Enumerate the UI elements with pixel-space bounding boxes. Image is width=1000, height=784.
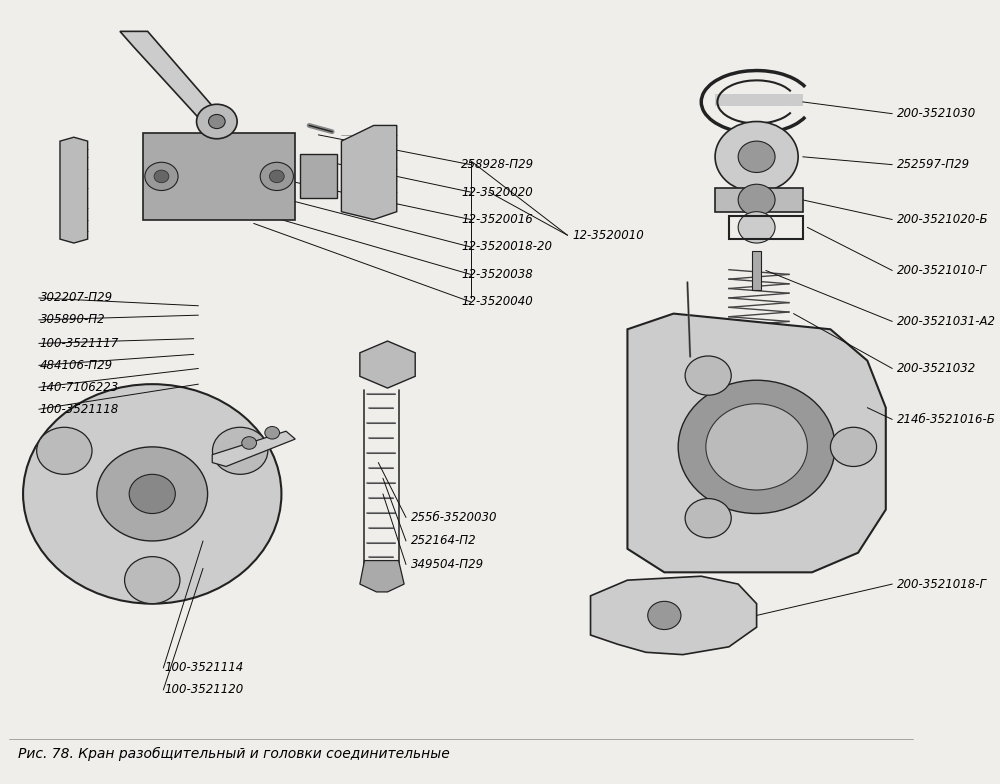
Circle shape bbox=[212, 427, 268, 474]
Text: 100-3521117: 100-3521117 bbox=[40, 337, 119, 350]
Text: 12-3520010: 12-3520010 bbox=[572, 229, 644, 241]
Text: 200-3521018-Г: 200-3521018-Г bbox=[897, 578, 987, 590]
Circle shape bbox=[265, 426, 280, 439]
Polygon shape bbox=[627, 314, 886, 572]
Polygon shape bbox=[715, 94, 803, 106]
Text: 200-3521031-А2: 200-3521031-А2 bbox=[897, 315, 996, 328]
Circle shape bbox=[37, 427, 92, 474]
Circle shape bbox=[23, 384, 281, 604]
Text: 200-3521030: 200-3521030 bbox=[897, 107, 976, 120]
Circle shape bbox=[678, 380, 835, 514]
Text: 12-3520020: 12-3520020 bbox=[461, 186, 533, 198]
Text: 302207-П29: 302207-П29 bbox=[40, 292, 113, 304]
Text: 255б-3520030: 255б-3520030 bbox=[411, 511, 497, 524]
Circle shape bbox=[269, 170, 284, 183]
Text: 200-3521020-Б: 200-3521020-Б bbox=[897, 213, 988, 226]
Circle shape bbox=[830, 427, 877, 466]
Polygon shape bbox=[360, 561, 404, 592]
Text: 12-3520016: 12-3520016 bbox=[461, 213, 533, 226]
Circle shape bbox=[738, 212, 775, 243]
Circle shape bbox=[685, 356, 731, 395]
Text: 214б-3521016-Б: 214б-3521016-Б bbox=[897, 413, 996, 426]
Text: 100-3521120: 100-3521120 bbox=[164, 684, 243, 696]
Polygon shape bbox=[360, 341, 415, 388]
Bar bbox=[729, 216, 803, 239]
Text: 200-3521010-Г: 200-3521010-Г bbox=[897, 264, 987, 277]
Circle shape bbox=[706, 404, 807, 490]
Text: 349504-П29: 349504-П29 bbox=[411, 558, 484, 571]
Circle shape bbox=[738, 184, 775, 216]
Text: 200-3521032: 200-3521032 bbox=[897, 362, 976, 375]
Text: Рис. 78. Кран разобщительный и головки соединительные: Рис. 78. Кран разобщительный и головки с… bbox=[18, 747, 450, 761]
Polygon shape bbox=[212, 431, 295, 466]
Circle shape bbox=[738, 141, 775, 172]
Bar bbox=[300, 154, 337, 198]
Circle shape bbox=[648, 601, 681, 630]
Text: 100-3521114: 100-3521114 bbox=[164, 662, 243, 674]
Circle shape bbox=[97, 447, 208, 541]
Text: 12-3520018-20: 12-3520018-20 bbox=[461, 241, 552, 253]
Circle shape bbox=[154, 170, 169, 183]
Text: 100-3521118: 100-3521118 bbox=[40, 403, 119, 416]
Circle shape bbox=[197, 104, 237, 139]
Polygon shape bbox=[715, 188, 803, 212]
Bar bbox=[143, 133, 295, 220]
Circle shape bbox=[685, 499, 731, 538]
Circle shape bbox=[242, 437, 257, 449]
Circle shape bbox=[129, 474, 175, 514]
Polygon shape bbox=[60, 137, 88, 243]
Text: 258928-П29: 258928-П29 bbox=[461, 158, 534, 171]
Text: 305890-П2: 305890-П2 bbox=[40, 314, 105, 326]
Circle shape bbox=[209, 114, 225, 129]
Circle shape bbox=[125, 557, 180, 604]
Polygon shape bbox=[120, 31, 212, 118]
Circle shape bbox=[260, 162, 293, 191]
Polygon shape bbox=[752, 251, 761, 290]
Text: 252597-П29: 252597-П29 bbox=[897, 158, 970, 171]
Circle shape bbox=[715, 122, 798, 192]
Circle shape bbox=[145, 162, 178, 191]
Text: 12-3520038: 12-3520038 bbox=[461, 268, 533, 281]
Polygon shape bbox=[341, 125, 397, 220]
Polygon shape bbox=[591, 576, 757, 655]
Text: 140-7106223: 140-7106223 bbox=[40, 381, 119, 394]
Text: 12-3520040: 12-3520040 bbox=[461, 296, 533, 308]
Text: 484106-П29: 484106-П29 bbox=[40, 359, 113, 372]
Text: 252164-П2: 252164-П2 bbox=[411, 535, 476, 547]
